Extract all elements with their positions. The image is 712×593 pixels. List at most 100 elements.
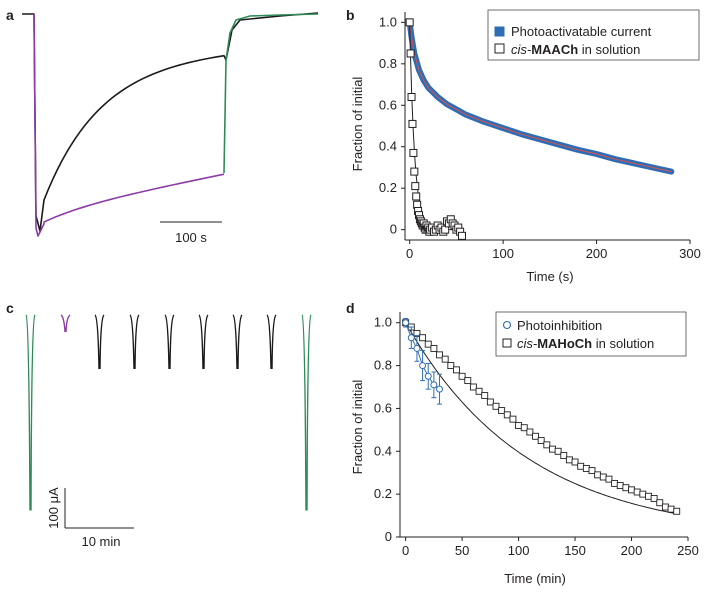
cis-mahoch-point (447, 362, 455, 370)
legend-marker-cis-mahoch (502, 338, 512, 348)
cis-mahoch-point (424, 340, 432, 348)
x-tick-label: 200 (621, 543, 643, 558)
chart-b-axes: 0 100 200 300 0 0.2 0.4 0.6 0.8 1.0 (379, 12, 701, 261)
cis-mahoch-point (453, 366, 460, 374)
cis-mahoch-point (565, 456, 573, 464)
x-tick-label: 50 (455, 543, 469, 558)
panel-label-d: d (346, 300, 355, 316)
photoinhibition-point (430, 381, 438, 389)
cis-mahoch-point (628, 486, 635, 494)
photoinhibition-point (419, 362, 427, 370)
cis-mahoch-point (441, 355, 449, 363)
pulse-trace (25, 314, 36, 511)
panel-c-pulses (25, 314, 312, 511)
cis-mahoch-point (633, 488, 641, 496)
cis-mahoch-point (599, 473, 607, 481)
cis-mahoch-point (503, 411, 511, 419)
cis-mahoch-point (492, 402, 500, 410)
cis-maach-point (408, 119, 417, 128)
cis-mahoch-point (543, 441, 551, 449)
cis-mahoch-point (537, 437, 545, 445)
y-tick-label: 1.0 (379, 14, 397, 29)
cis-maach-point (409, 148, 418, 157)
cis-maach-point (407, 92, 416, 101)
cis-mahoch-point (611, 479, 619, 487)
panel-label-c: c (6, 300, 14, 316)
trace-a-black (22, 12, 319, 232)
legend-marker-photoinhibition (502, 320, 512, 330)
cis-mahoch-point (650, 494, 658, 502)
scale-bar-c-x-label: 10 min (81, 534, 120, 549)
panel-label-b: b (346, 7, 355, 23)
legend-marker-photoactivatable (494, 26, 505, 37)
x-tick-label: 0 (406, 246, 413, 261)
cis-mahoch-point (605, 475, 613, 483)
chart-d-xlabel: Time (min) (504, 571, 566, 586)
chart-d-legend-box (495, 311, 687, 357)
cis-mahoch-point (645, 492, 652, 500)
cis-mahoch-point (594, 471, 602, 479)
cis-mahoch-point (419, 334, 427, 342)
cis-mahoch-point (515, 422, 523, 430)
trace-a-purple (33, 13, 225, 237)
cis-mahoch-point (661, 503, 669, 511)
scale-bar-c-y-label: 100 μA (46, 487, 61, 529)
cis-mahoch-point (475, 387, 483, 395)
cis-mahoch-point (622, 484, 630, 492)
legend-label-photoactivatable: Photoactivatable current (511, 24, 652, 39)
panel-c-traces: 100 μA 10 min (25, 314, 312, 549)
cis-mahoch-point (656, 499, 664, 507)
photoinhibition-point (402, 319, 410, 327)
cis-mahoch-point (616, 482, 624, 490)
cis-mahoch-point (430, 344, 438, 352)
pulse-trace (301, 314, 312, 511)
legend-label-cis-mahoch: cis-MAHoCh in solution (517, 336, 654, 351)
x-tick-label: 150 (564, 543, 586, 558)
x-tick-label: 100 (492, 246, 514, 261)
scale-bar-a-label: 100 s (175, 230, 207, 245)
pulse-trace (94, 314, 105, 369)
y-tick-label: 0.6 (379, 97, 397, 112)
cis-mahoch-point (560, 452, 568, 460)
x-tick-label: 0 (402, 543, 409, 558)
cis-mahoch-point (481, 392, 489, 400)
y-tick-label: 0.4 (379, 139, 397, 154)
y-tick-label: 0.2 (374, 486, 392, 501)
cis-maach-point (410, 167, 419, 176)
cis-mahoch-point (469, 383, 477, 391)
x-tick-label: 200 (586, 246, 608, 261)
cis-mahoch-point (532, 432, 539, 440)
legend-marker-cis-maach (494, 43, 505, 54)
cis-maach-point (405, 18, 414, 27)
pulse-trace (164, 314, 175, 369)
y-tick-label: 1.0 (374, 315, 392, 330)
cis-mahoch-point (554, 447, 562, 455)
pulse-trace (232, 314, 243, 369)
cis-maach-point (458, 231, 466, 240)
trace-a-green (223, 13, 319, 174)
y-tick-label: 0.8 (374, 358, 392, 373)
cis-mahoch-point (458, 372, 466, 380)
y-tick-label: 0.6 (374, 400, 392, 415)
legend-label-photoinhibition: Photoinhibition (517, 318, 602, 333)
cis-mahoch-point (436, 351, 443, 359)
legend-label-cis-maach: cis-MAACh in solution (511, 42, 640, 57)
chart-b-legend: Photoactivatable current cis-MAACh in so… (487, 9, 700, 61)
photoinhibition-point (436, 385, 444, 393)
x-tick-label: 300 (679, 246, 701, 261)
pulse-trace (266, 314, 277, 369)
panel-a-traces: 100 s (22, 12, 319, 245)
y-tick-label: 0 (390, 222, 397, 237)
cis-mahoch-point (520, 424, 528, 432)
cis-mahoch-point (526, 428, 534, 436)
chart-b-legend-box (487, 9, 700, 61)
chart-d: 0 50 100 150 200 250 0 0.2 0.4 0.6 0.8 1.0 Time (mi… (350, 311, 699, 586)
cis-mahoch-point (588, 467, 596, 475)
cis-mahoch-point (571, 458, 579, 466)
x-tick-label: 250 (677, 543, 699, 558)
pulse-trace (129, 314, 140, 369)
chart-b-ylabel: Fraction of initial (350, 77, 365, 172)
y-tick-label: 0.2 (379, 180, 397, 195)
chart-d-marks (402, 317, 681, 515)
